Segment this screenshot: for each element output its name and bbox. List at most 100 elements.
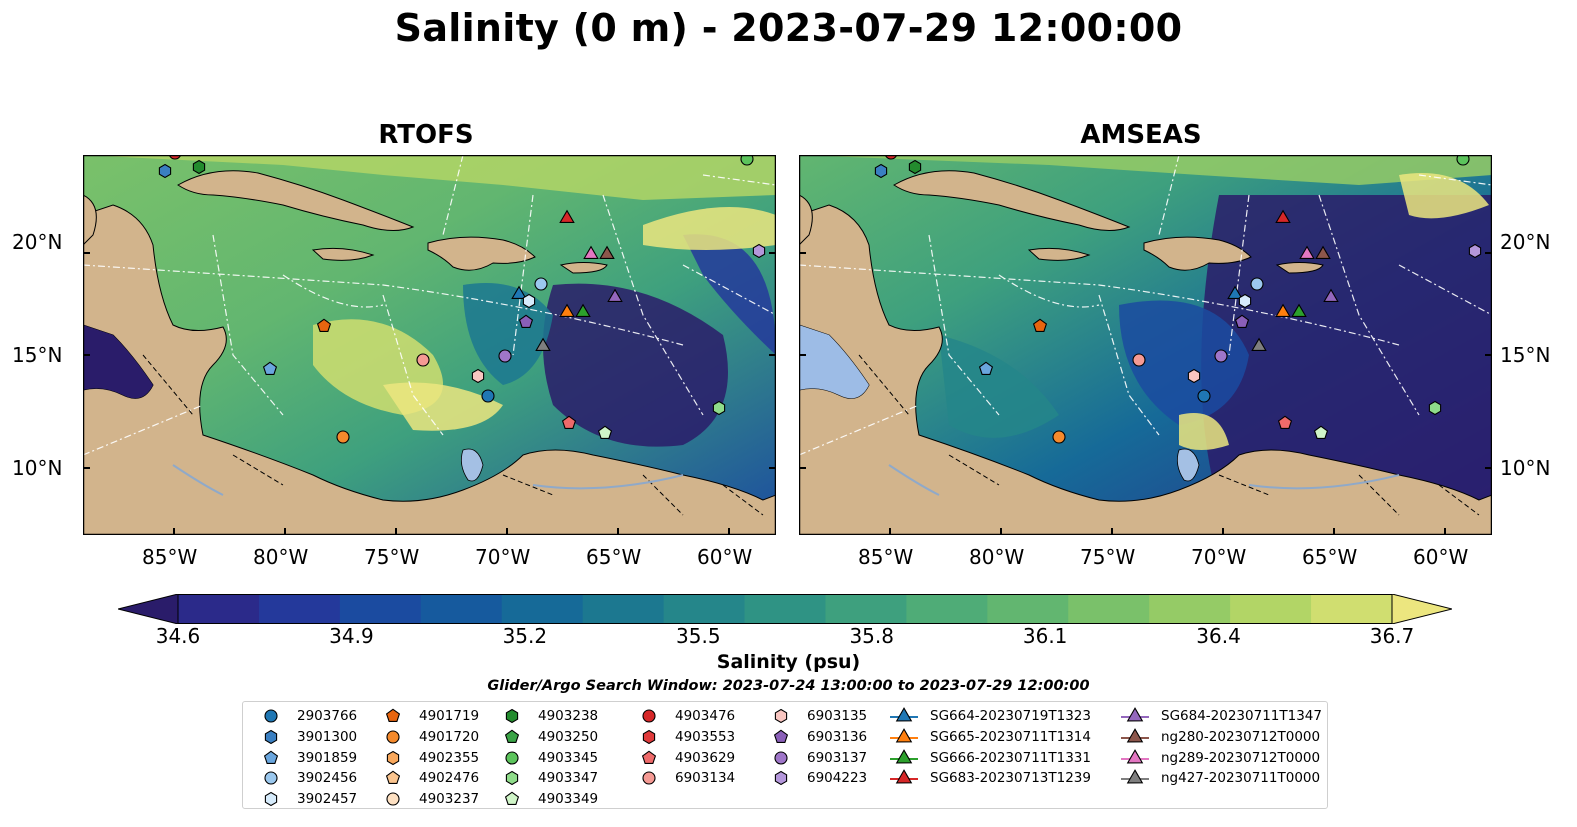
legend-column: 4903476 4903553 4903629 6903134	[633, 706, 735, 789]
legend-column: 4901719 4901720 4902355 4902476 4903237	[377, 706, 479, 809]
salinity-patch	[643, 207, 776, 250]
country-border	[858, 354, 910, 416]
eez-boundary	[602, 194, 704, 416]
pentagon-marker-icon	[385, 708, 401, 723]
legend-item: 4903345	[496, 747, 598, 768]
hexagon-icon	[264, 791, 278, 807]
eez-boundary	[998, 274, 1100, 308]
eez-boundary	[382, 294, 444, 436]
hexagon-icon	[774, 709, 788, 724]
hexagon-marker-icon	[264, 791, 278, 807]
marker-SG684-20230711T1347	[607, 288, 623, 302]
marker-6903136	[518, 314, 534, 328]
pentagon-marker-icon	[504, 729, 520, 743]
x-tick-65w-left: 65°W	[586, 545, 642, 569]
gulf-of-honduras	[83, 325, 153, 399]
circle-icon	[505, 751, 519, 765]
triangle-marker-icon	[890, 707, 918, 722]
pentagon-icon	[504, 791, 520, 806]
amseas-panel-title: AMSEAS	[1080, 120, 1202, 150]
legend-label: ng280-20230712T0000	[1161, 729, 1321, 746]
puerto-rico-land	[559, 262, 608, 274]
hexagon-icon	[774, 771, 788, 786]
legend-item: SG683-20230713T1239	[888, 768, 1091, 789]
eez-boundary	[1418, 174, 1492, 186]
legend-item: 2903766	[255, 706, 357, 727]
marker-SG664-20230719T1323	[1227, 285, 1243, 299]
hexagon-icon	[642, 729, 656, 745]
marker-2903766	[1197, 389, 1211, 403]
triangle-icon	[895, 748, 913, 764]
colorbar-segment	[1230, 594, 1312, 624]
y-tick-15n-left: 15°N	[12, 343, 63, 367]
central-south-america-land	[799, 204, 1492, 535]
legend-item: 4903238	[496, 706, 598, 727]
x-tick-60w-left: 60°W	[697, 545, 753, 569]
legend-label: 4903238	[538, 708, 599, 725]
hexagon-icon	[264, 729, 278, 745]
jamaica-land	[1027, 247, 1091, 261]
hispaniola-land	[427, 236, 536, 271]
x-tick-70w-right: 70°W	[1191, 545, 1247, 569]
country-border	[948, 454, 1000, 486]
pentagon-marker-icon	[504, 791, 520, 806]
river	[888, 464, 940, 496]
legend-item: ng427-20230711T0000	[1119, 768, 1322, 789]
legend-item: 3901300	[255, 727, 357, 748]
cuba-land	[893, 170, 1131, 231]
marker-3901859	[262, 361, 278, 375]
colorbar-tick-label: 34.9	[329, 624, 374, 648]
puerto-rico-land	[1275, 262, 1324, 274]
marker-6903135	[471, 368, 485, 384]
marker-SG665-20230711T1314	[1275, 303, 1291, 317]
rtofs-map	[83, 155, 776, 535]
river	[172, 464, 224, 496]
salinity-patch	[939, 335, 1059, 438]
country-border	[142, 354, 194, 416]
legend-label: SG684-20230711T1347	[1161, 708, 1322, 725]
circle-marker-icon	[642, 709, 656, 723]
marker-4901720	[336, 430, 350, 444]
legend-label: 6903137	[807, 749, 868, 766]
salinity-patch	[463, 283, 553, 385]
legend-label: 4903250	[538, 729, 599, 746]
colorbar-frame	[177, 594, 1393, 624]
pentagon-marker-icon	[641, 750, 657, 764]
circle-icon	[264, 709, 278, 723]
legend-label: SG665-20230711T1314	[930, 729, 1091, 746]
eez-boundary	[799, 264, 1400, 346]
country-border	[722, 484, 764, 516]
legend-column: 4903238 4903250 4903345 4903347 4903349	[496, 706, 598, 809]
marker-4903347	[1428, 400, 1442, 416]
triangle-marker-icon	[1121, 769, 1149, 784]
legend-item: 6903134	[633, 768, 735, 789]
marker-3902456	[534, 277, 548, 291]
triangle-marker-icon	[1121, 728, 1149, 743]
legend-item: 4902476	[377, 768, 479, 789]
triangle-marker-icon	[890, 748, 918, 764]
marker-SG684-20230711T1347	[1323, 288, 1339, 302]
triangle-icon	[1126, 748, 1144, 764]
colorbar-extend-high	[1391, 594, 1452, 624]
marker-3901859	[978, 361, 994, 375]
marker-3902457	[1238, 293, 1252, 309]
legend-item: 4903476	[633, 706, 735, 727]
legend-item: 4903349	[496, 789, 598, 810]
circle-marker-icon	[386, 730, 400, 744]
legend-item: 3901859	[255, 747, 357, 768]
y-tick-20n-left: 20°N	[12, 230, 63, 254]
circle-marker-icon	[642, 771, 656, 785]
marker-6903135	[1187, 368, 1201, 384]
legend-column: SG664-20230719T1323 SG665-20230711T1314 SG…	[888, 706, 1091, 789]
legend-label: 6903136	[807, 729, 868, 746]
legend-item: ng289-20230712T0000	[1119, 747, 1322, 768]
eez-boundary	[799, 404, 920, 456]
country-border	[1438, 484, 1480, 516]
pentagon-icon	[263, 750, 279, 764]
salinity-colorbar	[118, 594, 1452, 624]
marker-4903629	[1277, 415, 1293, 429]
marker-6903137	[498, 349, 512, 363]
hexagon-marker-icon	[642, 729, 656, 745]
marker-4903349	[1313, 425, 1329, 439]
marker-3901300	[874, 163, 888, 179]
